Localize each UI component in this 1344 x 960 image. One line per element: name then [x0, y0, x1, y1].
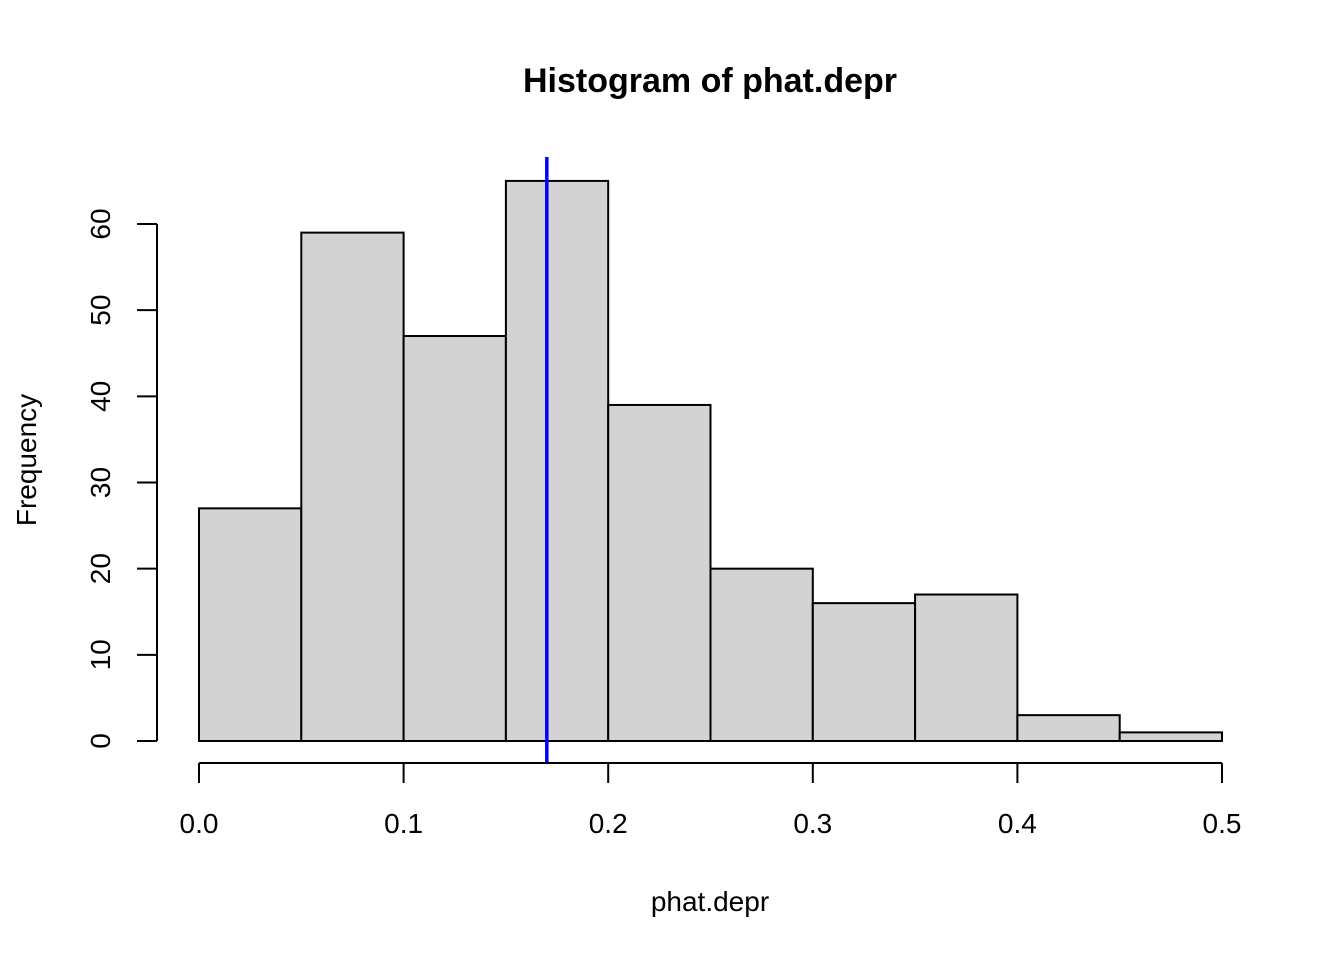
x-tick-label: 0.1	[384, 808, 423, 839]
x-tick-label: 0.2	[589, 808, 628, 839]
x-tick-label: 0.3	[793, 808, 832, 839]
histogram-bar	[1118, 731, 1223, 743]
x-tick-label: 0.0	[180, 808, 219, 839]
y-axis-label: Frequency	[11, 394, 42, 526]
histogram-bar	[914, 593, 1019, 742]
chart-title: Histogram of phat.depr	[523, 62, 897, 100]
y-tick-label: 60	[85, 208, 116, 239]
histogram-bar	[709, 567, 814, 743]
histogram-bar	[811, 602, 917, 743]
histogram-bar	[198, 507, 303, 742]
histogram-bar	[607, 403, 712, 742]
y-tick-label: 0	[85, 733, 116, 749]
y-tick-label: 10	[85, 639, 116, 670]
y-tick-label: 20	[85, 553, 116, 584]
bars-group	[198, 179, 1223, 743]
x-tick-label: 0.4	[998, 808, 1037, 839]
histogram-bar	[1016, 714, 1121, 743]
y-tick-label: 40	[85, 381, 116, 412]
histogram-bar	[300, 231, 405, 742]
x-axis: 0.0 0.1 0.2 0.3 0.4 0.5	[180, 762, 1242, 839]
y-axis: 0 10 20 30 40 50 60	[85, 208, 158, 749]
histogram-bar	[402, 335, 507, 742]
x-axis-label: phat.depr	[651, 886, 769, 917]
y-tick-label: 30	[85, 467, 116, 498]
x-tick-label: 0.5	[1203, 808, 1242, 839]
histogram-bar	[504, 179, 610, 742]
y-tick-label: 50	[85, 295, 116, 326]
